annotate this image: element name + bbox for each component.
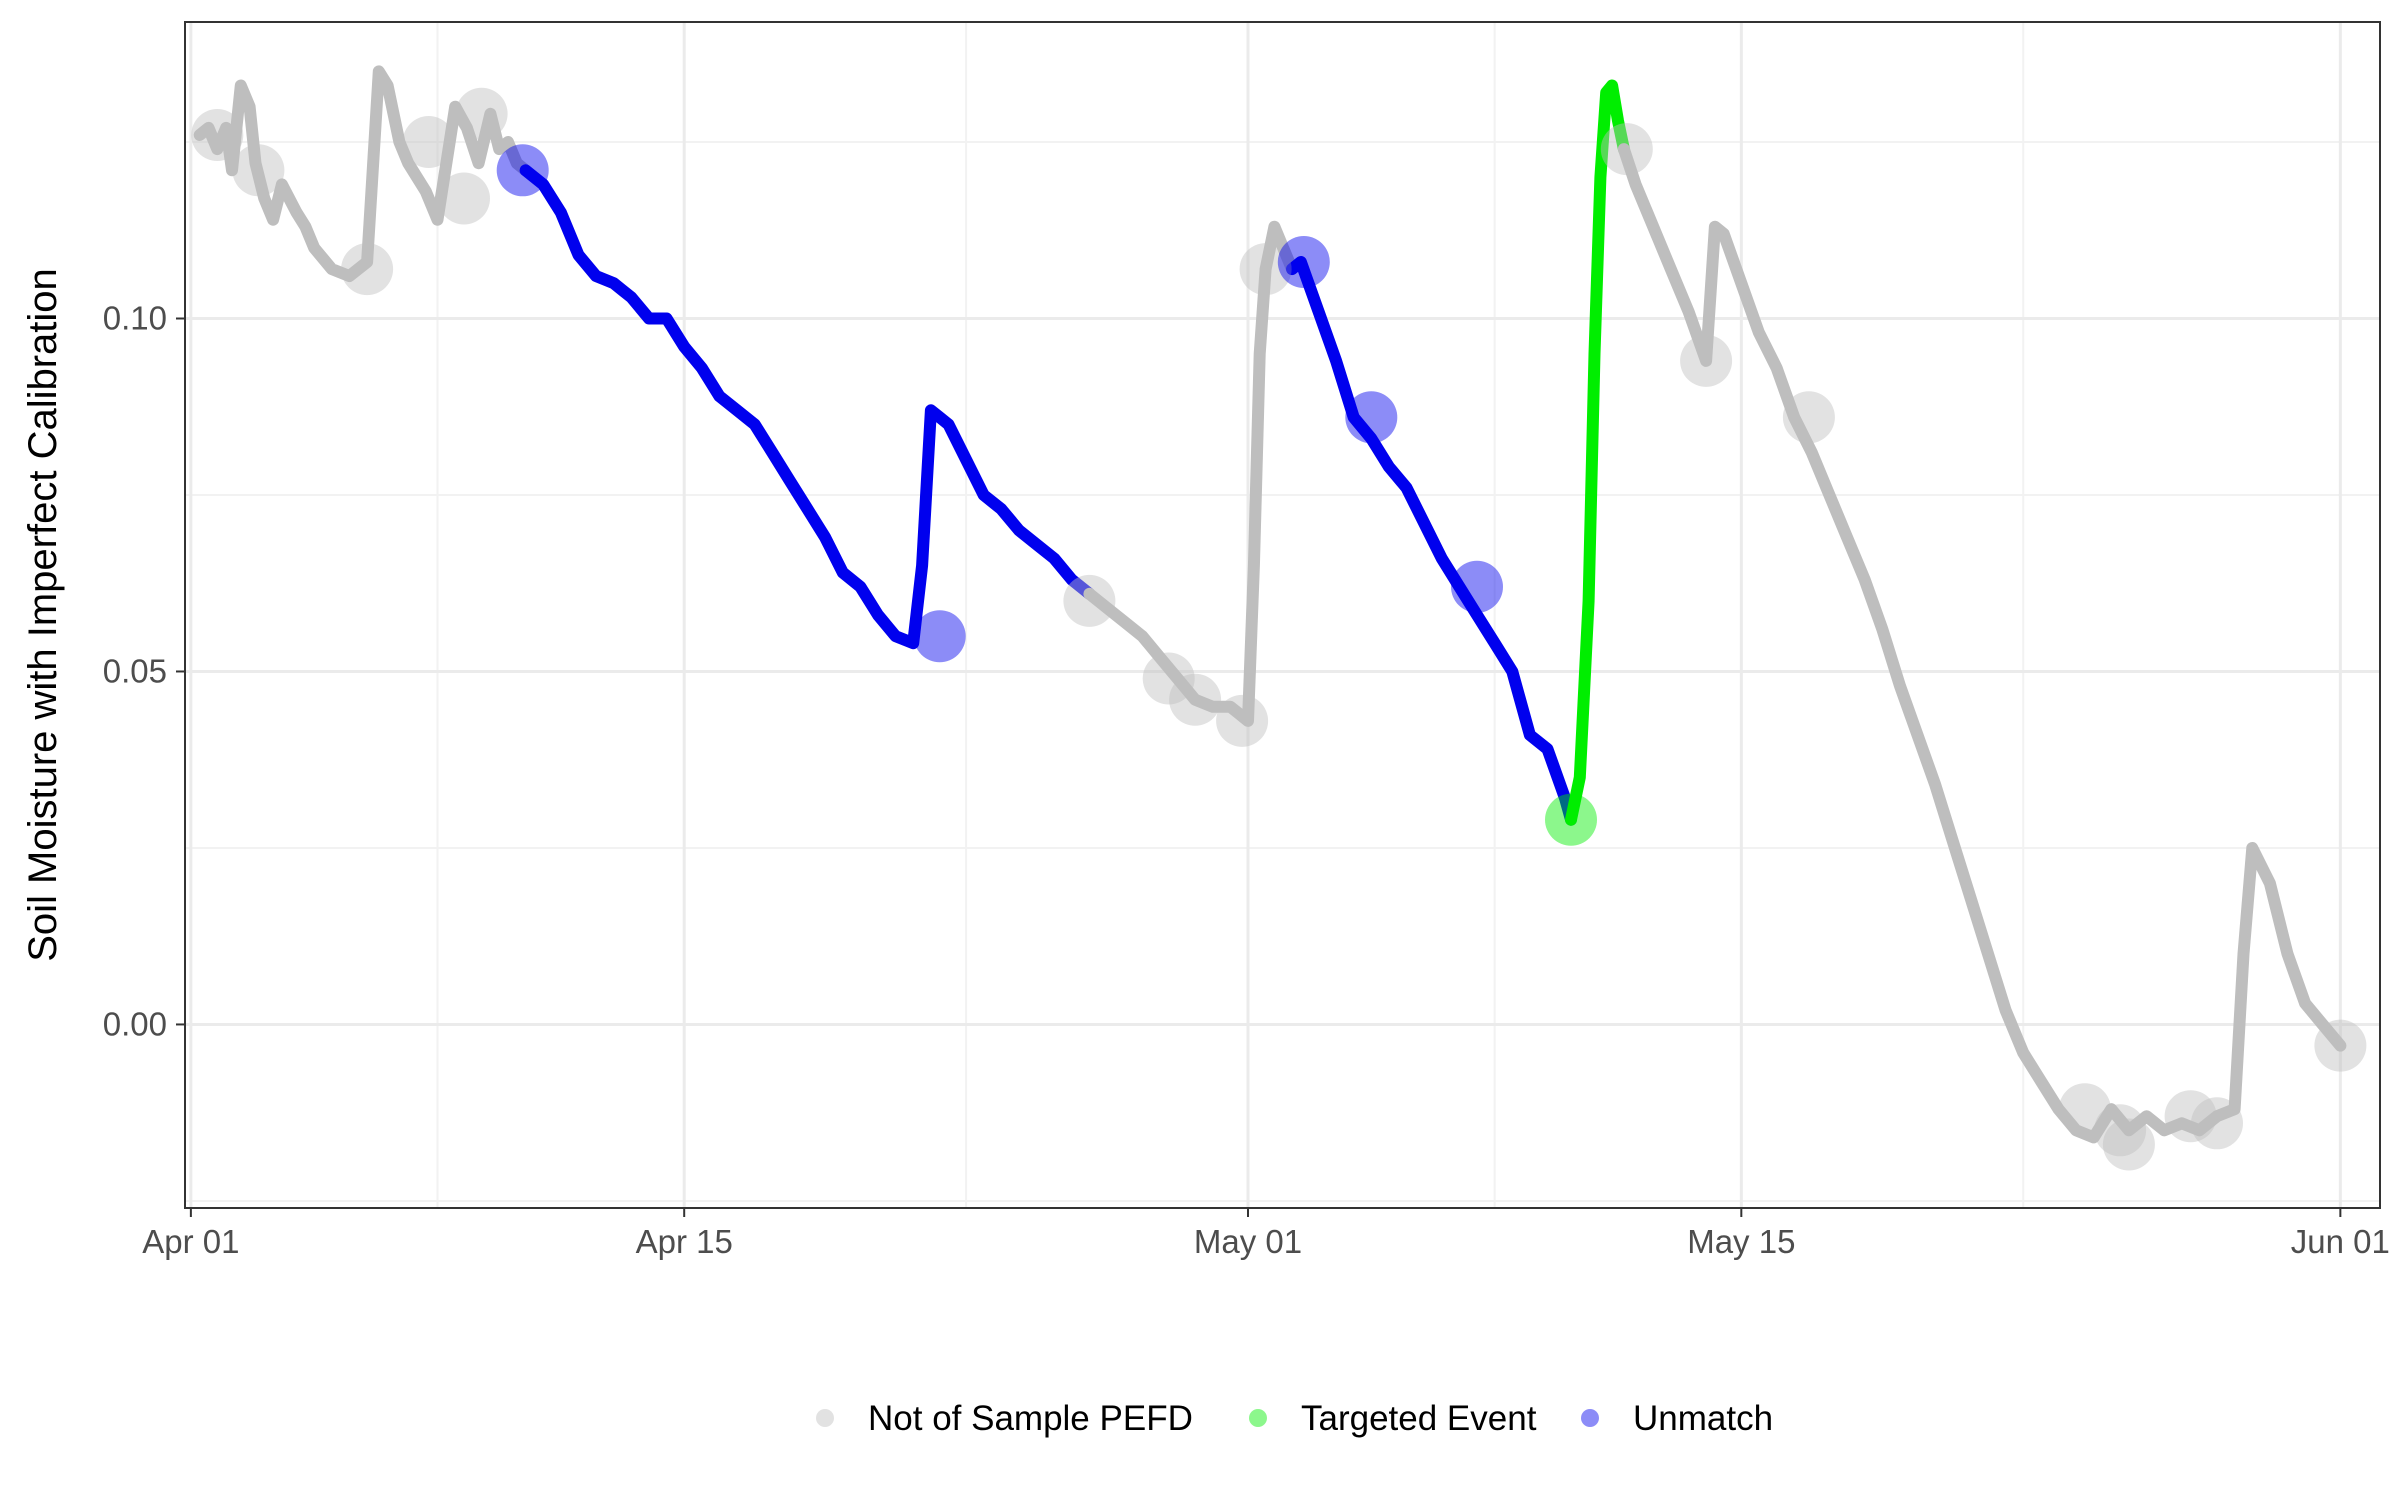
data-point — [191, 109, 244, 161]
data-point — [913, 610, 966, 663]
data-point — [455, 87, 508, 140]
x-tick-label: Jun 01 — [2291, 1223, 2390, 1260]
y-tick-label: 0.10 — [103, 300, 167, 337]
panel-border — [184, 21, 2381, 1209]
data-point — [1451, 560, 1503, 613]
legend-label: Unmatch — [1633, 1399, 1773, 1438]
plot-panel — [185, 22, 2380, 1208]
data-point — [1782, 391, 1835, 444]
data-point — [1545, 793, 1597, 846]
legend-label: Targeted Event — [1301, 1399, 1537, 1438]
data-point — [2058, 1083, 2111, 1136]
series-line-4 — [1286, 256, 1577, 826]
legend-item: Targeted Event — [1249, 1399, 1537, 1438]
data-point — [1600, 123, 1653, 176]
data-point — [1239, 243, 1292, 296]
series-layer — [193, 65, 2347, 1144]
legend-item: Not of Sample PEFD — [816, 1399, 1193, 1438]
series-line-6 — [1617, 143, 2347, 1144]
data-point — [1345, 391, 1398, 444]
marker-layer — [191, 87, 2367, 1171]
x-tick-label: Apr 15 — [636, 1223, 733, 1260]
x-tick-label: Apr 01 — [142, 1223, 239, 1260]
data-point — [438, 172, 490, 225]
data-point — [2314, 1019, 2367, 1072]
data-point — [1142, 652, 1195, 705]
data-point — [1169, 673, 1222, 726]
y-tick-label: 0.00 — [103, 1005, 167, 1042]
legend-key — [816, 1409, 834, 1427]
y-tick-label: 0.05 — [103, 652, 167, 689]
x-tick-label: May 15 — [1687, 1223, 1795, 1260]
data-point — [2102, 1118, 2155, 1171]
data-point — [1680, 334, 1733, 387]
series-line-3 — [1083, 220, 1298, 727]
data-point — [1216, 694, 1269, 747]
plot-border — [184, 21, 2381, 1209]
axis-layer: Apr 01 Apr 15 May 01 May 15 Jun 01 0.00 0.05 0.… — [103, 300, 2390, 1261]
series-line-5 — [1565, 79, 1630, 826]
data-point — [341, 243, 394, 296]
y-axis-title: Soil Moisture with Imperfect Calibration — [21, 268, 65, 962]
series-line-1 — [193, 65, 532, 283]
legend-key — [1249, 1409, 1267, 1427]
data-point — [1277, 236, 1330, 288]
data-point — [2164, 1090, 2217, 1143]
data-point — [2094, 1104, 2147, 1157]
legend: Not of Sample PEFD Targeted Event Unmatch — [816, 1399, 1773, 1438]
data-point — [496, 144, 549, 197]
data-point — [232, 144, 285, 197]
panel-background — [185, 22, 2380, 1208]
data-point — [1063, 574, 1116, 627]
data-point — [402, 116, 455, 168]
legend-item: Unmatch — [1581, 1399, 1773, 1438]
series-line-2 — [519, 164, 1096, 650]
x-tick-label: May 01 — [1194, 1223, 1302, 1260]
legend-label: Not of Sample PEFD — [868, 1399, 1193, 1438]
data-point — [2191, 1097, 2243, 1150]
legend-key — [1581, 1409, 1599, 1427]
